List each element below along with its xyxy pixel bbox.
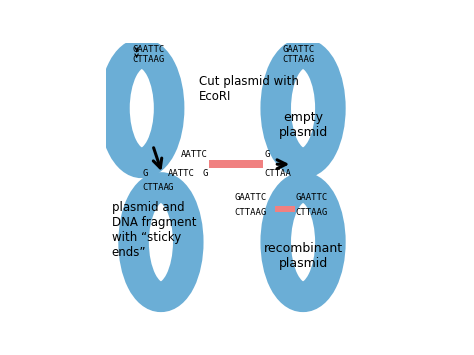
Text: CTTAA: CTTAA <box>265 169 292 178</box>
Text: G: G <box>142 169 148 178</box>
Text: G: G <box>168 183 173 192</box>
Bar <box>209 160 264 168</box>
Text: CTTAA: CTTAA <box>142 183 169 192</box>
Text: AATTC: AATTC <box>181 150 208 159</box>
Text: CTTAAG: CTTAAG <box>132 55 164 64</box>
Text: Cut plasmid with
EcoRI: Cut plasmid with EcoRI <box>199 75 299 103</box>
Text: G: G <box>265 150 270 159</box>
Text: G: G <box>202 169 208 178</box>
Text: CTTAAG: CTTAAG <box>235 208 267 217</box>
Text: GAATTC: GAATTC <box>283 44 315 54</box>
Text: plasmid and
DNA fragment
with “sticky
ends”: plasmid and DNA fragment with “sticky en… <box>112 201 196 259</box>
Bar <box>275 206 295 212</box>
Text: CTTAAG: CTTAAG <box>283 55 315 64</box>
Text: AATTC: AATTC <box>168 169 195 178</box>
Text: empty
plasmid: empty plasmid <box>278 111 328 138</box>
Text: GAATTC: GAATTC <box>132 44 164 54</box>
Text: GAATTC: GAATTC <box>235 193 267 202</box>
Text: recombinant
plasmid: recombinant plasmid <box>264 242 343 270</box>
Text: GAATTC: GAATTC <box>296 193 328 202</box>
Text: CTTAAG: CTTAAG <box>296 208 328 217</box>
